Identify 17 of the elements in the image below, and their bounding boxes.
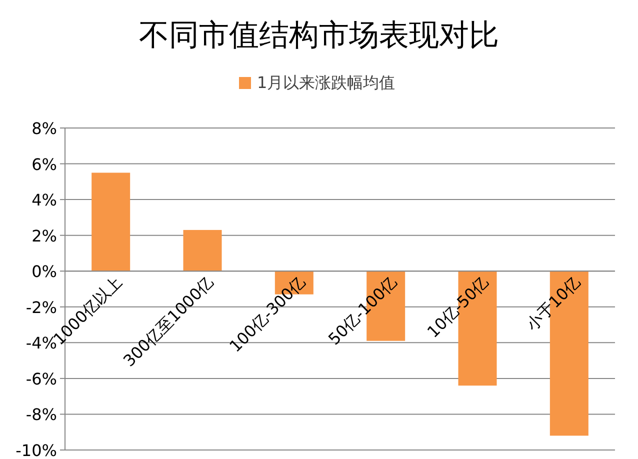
bar xyxy=(183,230,222,272)
chart-title: 不同市值结构市场表现对比 xyxy=(139,18,499,53)
y-tick-label: 4% xyxy=(32,190,57,210)
bar xyxy=(550,271,588,436)
legend-label: 1月以来涨跌幅均值 xyxy=(257,73,396,92)
y-tick-label: -2% xyxy=(26,298,57,317)
x-tick-label: 小于10亿 xyxy=(522,272,584,334)
y-tick-label: -6% xyxy=(26,369,57,388)
y-tick-label: -10% xyxy=(16,441,57,459)
y-tick-label: 0% xyxy=(32,262,57,282)
y-tick-label: -8% xyxy=(26,405,57,424)
x-tick-label: 10亿-50亿 xyxy=(423,272,492,342)
y-tick-label: 8% xyxy=(32,119,57,138)
bar xyxy=(458,271,497,386)
y-tick-label: 6% xyxy=(32,154,57,174)
bar xyxy=(92,172,130,272)
y-tick-label: 2% xyxy=(32,226,57,246)
